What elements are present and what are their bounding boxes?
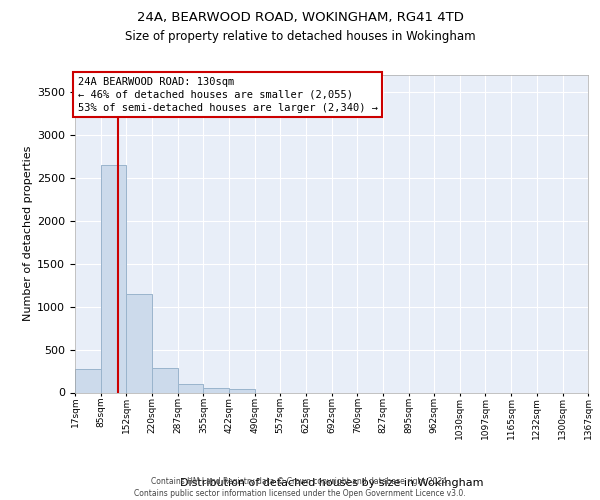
- X-axis label: Distribution of detached houses by size in Wokingham: Distribution of detached houses by size …: [180, 478, 483, 488]
- Bar: [127, 294, 152, 392]
- Bar: [203, 388, 229, 392]
- Text: Contains HM Land Registry data © Crown copyright and database right 2024.
Contai: Contains HM Land Registry data © Crown c…: [134, 476, 466, 498]
- Bar: [152, 368, 178, 392]
- Bar: [178, 384, 203, 392]
- Text: Size of property relative to detached houses in Wokingham: Size of property relative to detached ho…: [125, 30, 475, 43]
- Bar: [229, 389, 255, 392]
- Bar: [75, 370, 101, 392]
- Text: 24A BEARWOOD ROAD: 130sqm
← 46% of detached houses are smaller (2,055)
53% of se: 24A BEARWOOD ROAD: 130sqm ← 46% of detac…: [77, 76, 377, 113]
- Y-axis label: Number of detached properties: Number of detached properties: [23, 146, 33, 322]
- Text: 24A, BEARWOOD ROAD, WOKINGHAM, RG41 4TD: 24A, BEARWOOD ROAD, WOKINGHAM, RG41 4TD: [137, 11, 463, 24]
- Bar: [101, 165, 127, 392]
